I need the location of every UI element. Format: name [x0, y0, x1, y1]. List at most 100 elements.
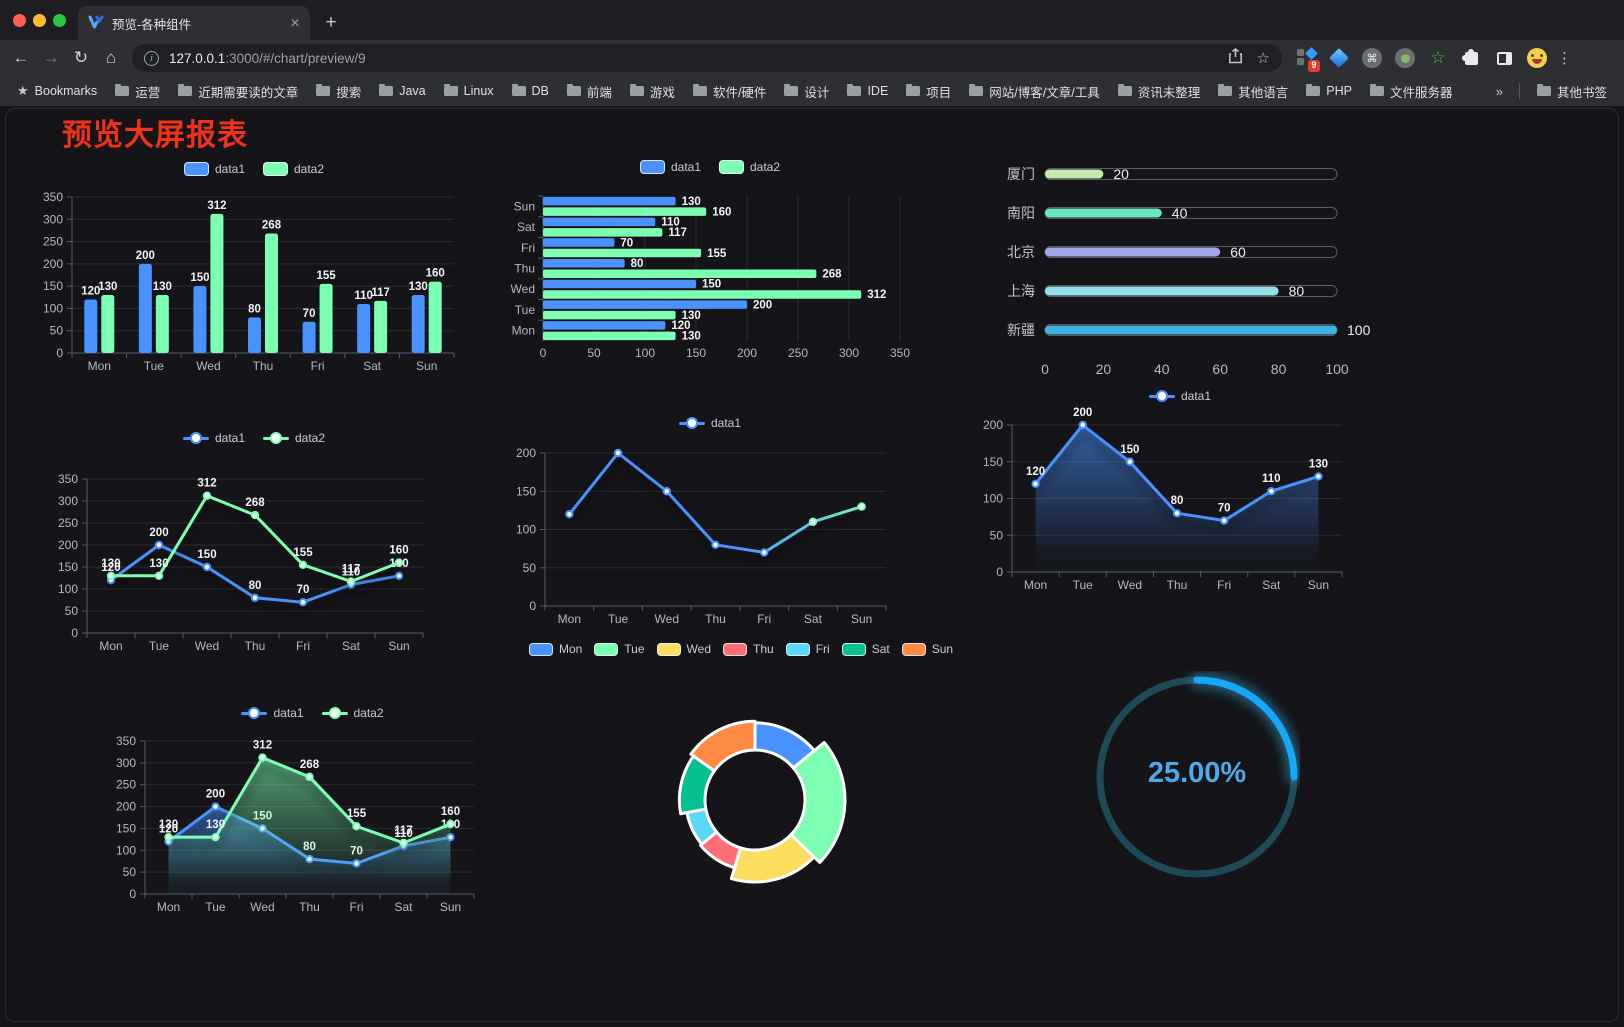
bookmark-folder[interactable]: 近期需要读的文章 [171, 79, 305, 104]
hbar-data1-Wed[interactable] [543, 279, 696, 289]
extension-grid-icon[interactable]: 9 [1296, 47, 1320, 72]
pie-slice-Tue[interactable] [789, 740, 847, 864]
data-point[interactable] [258, 753, 267, 762]
back-icon[interactable]: ← [12, 48, 30, 67]
bar-data2-Sat[interactable] [374, 300, 388, 353]
bar-data2-Thu[interactable] [265, 233, 278, 353]
progress-fill-厦门[interactable] [1045, 169, 1104, 179]
data-point[interactable] [760, 548, 769, 557]
data-point[interactable] [1078, 420, 1087, 430]
data-point[interactable] [1031, 479, 1040, 489]
bar-data2-Mon[interactable] [101, 295, 115, 353]
data-point[interactable] [202, 562, 212, 572]
legend-item-Mon[interactable]: Mon [528, 642, 582, 656]
bookmark-folder[interactable]: Java [372, 81, 432, 101]
bookmark-folder[interactable]: 运营 [108, 79, 167, 104]
new-tab-button[interactable]: + [325, 12, 337, 33]
tab-close-icon[interactable]: ✕ [289, 16, 300, 30]
legend-item-data1[interactable]: data1 [678, 416, 741, 430]
share-icon[interactable] [1228, 48, 1243, 68]
data-point[interactable] [211, 802, 220, 811]
progress-fill-上海[interactable] [1045, 286, 1279, 296]
bookmark-star-icon[interactable]: ☆ [1256, 50, 1270, 67]
data-point[interactable] [154, 540, 164, 550]
data-point[interactable] [1219, 516, 1229, 525]
data-point[interactable] [250, 593, 260, 603]
sidebar-toggle-icon[interactable] [1494, 48, 1514, 68]
data-point[interactable] [711, 540, 720, 550]
progress-fill-新疆[interactable] [1045, 325, 1337, 335]
bar-data1-Tue[interactable] [138, 263, 152, 353]
progress-fill-北京[interactable] [1045, 247, 1221, 257]
bookmark-folder[interactable]: Linux [437, 81, 501, 101]
data-point[interactable] [662, 487, 671, 496]
bar-data2-Wed[interactable] [210, 213, 224, 353]
bookmark-folder[interactable]: IDE [840, 81, 895, 101]
bar-data1-Wed[interactable] [193, 286, 207, 353]
data-point[interactable] [394, 571, 404, 581]
hbar-data2-Sun[interactable] [543, 207, 707, 216]
window-maximize-button[interactable] [53, 14, 66, 27]
progress-fill-南阳[interactable] [1045, 208, 1162, 218]
hbar-data2-Wed[interactable] [543, 290, 862, 299]
data-point[interactable] [394, 558, 404, 567]
line-series-data1[interactable] [568, 451, 863, 554]
bar-data1-Fri[interactable] [302, 321, 316, 353]
data-point[interactable] [305, 772, 314, 782]
window-minimize-button[interactable] [33, 14, 46, 27]
data-point[interactable] [211, 832, 220, 842]
legend-item-Sat[interactable]: Sat [841, 642, 890, 656]
data-point[interactable] [106, 571, 116, 581]
pie-slice-Sun[interactable] [689, 719, 757, 773]
bookmark-folder[interactable]: DB [505, 81, 556, 101]
hbar-data1-Mon[interactable] [543, 321, 666, 330]
hbar-data2-Thu[interactable] [543, 269, 817, 279]
legend-item-data1[interactable]: data1 [182, 431, 245, 445]
bookmark-folder[interactable]: 资讯未整理 [1111, 79, 1208, 104]
browser-menu-icon[interactable]: ⋮ [1557, 50, 1572, 67]
data-point[interactable] [613, 448, 623, 458]
data-point[interactable] [250, 510, 260, 520]
emoji-extension-icon[interactable] [1527, 48, 1547, 68]
legend-item-data2[interactable]: data2 [719, 160, 780, 174]
bookmark-folder[interactable]: PHP [1299, 81, 1359, 101]
gem-extension-icon[interactable] [1329, 48, 1349, 68]
bookmark-folder[interactable]: 文件服务器 [1363, 79, 1460, 104]
bookmark-folder[interactable]: 其他语言 [1211, 79, 1295, 104]
data-point[interactable] [1172, 509, 1182, 518]
data-point[interactable] [164, 832, 173, 842]
bookmark-folder[interactable]: 搜索 [309, 79, 368, 104]
legend-item-data1[interactable]: data1 [241, 706, 304, 720]
bookmark-folder[interactable]: 设计 [777, 79, 836, 104]
data-point[interactable] [808, 517, 818, 527]
legend-item-Thu[interactable]: Thu [723, 642, 774, 656]
legend-item-data1[interactable]: data1 [1148, 389, 1211, 403]
data-point[interactable] [1125, 457, 1135, 466]
data-point[interactable] [1314, 472, 1323, 481]
reload-icon[interactable]: ↻ [73, 48, 89, 67]
data-point[interactable] [346, 577, 356, 586]
bar-data2-Fri[interactable] [319, 283, 333, 353]
legend-item-data1[interactable]: data1 [183, 162, 245, 176]
data-point[interactable] [298, 598, 308, 607]
green-star-extension-icon[interactable]: ☆ [1430, 48, 1446, 67]
data-point[interactable] [857, 502, 866, 511]
legend-item-Wed[interactable]: Wed [656, 642, 711, 656]
legend-item-Sun[interactable]: Sun [901, 642, 953, 656]
bar-data2-Sun[interactable] [428, 281, 442, 353]
bar-data2-Tue[interactable] [155, 295, 169, 353]
legend-item-Tue[interactable]: Tue [594, 642, 645, 656]
bar-data1-Sun[interactable] [411, 295, 425, 353]
bar-data1-Mon[interactable] [84, 299, 98, 353]
home-icon[interactable]: ⌂ [105, 48, 117, 67]
bookmarks-overflow-icon[interactable]: » [1495, 83, 1503, 99]
data-point[interactable] [399, 838, 408, 848]
hbar-data1-Sun[interactable] [543, 196, 676, 206]
browser-tab[interactable]: 预览-各种组件 ✕ [78, 6, 310, 40]
hbar-data2-Sat[interactable] [543, 228, 663, 237]
hbar-data1-Fri[interactable] [543, 238, 615, 247]
bookmark-folder[interactable]: 前端 [560, 79, 619, 104]
data-point[interactable] [446, 819, 455, 829]
data-point[interactable] [352, 822, 361, 831]
puzzle-extensions-icon[interactable] [1461, 48, 1481, 68]
